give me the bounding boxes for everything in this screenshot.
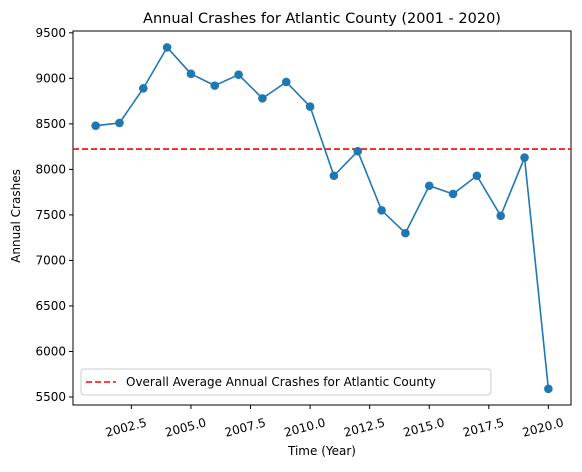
data-point bbox=[234, 70, 243, 80]
plot-frame bbox=[72, 30, 572, 406]
x-tick-label: 2010.0 bbox=[283, 415, 327, 439]
y-tick-label: 9500 bbox=[35, 26, 66, 40]
data-point bbox=[162, 43, 172, 52]
y-tick-label: 8000 bbox=[35, 162, 66, 176]
y-tick-label: 8500 bbox=[35, 117, 66, 131]
x-tick-label: 2015.0 bbox=[402, 415, 446, 439]
legend-box bbox=[80, 368, 492, 396]
y-tick-label: 9000 bbox=[35, 71, 66, 85]
legend: Overall Average Annual Crashes for Atlan… bbox=[80, 368, 492, 396]
data-point bbox=[496, 211, 506, 221]
data-point bbox=[448, 189, 458, 199]
data-point bbox=[424, 181, 434, 191]
x-axis: 2002.5 2005.0 2007.5 2010.0 2012.5 2015.0 2017… bbox=[104, 405, 565, 440]
x-tick-label: 2005.0 bbox=[164, 415, 208, 439]
data-point bbox=[377, 206, 386, 215]
data-point bbox=[91, 121, 100, 130]
y-axis-label: Annual Crashes bbox=[9, 169, 23, 263]
y-tick-label: 6500 bbox=[35, 299, 66, 313]
data-point bbox=[138, 84, 148, 93]
data-point bbox=[401, 228, 410, 238]
y-tick-label: 7000 bbox=[35, 253, 66, 267]
x-tick-label: 2012.5 bbox=[342, 415, 386, 439]
data-point bbox=[281, 77, 291, 87]
series-line bbox=[95, 46, 550, 389]
y-tick-label: 6000 bbox=[35, 344, 66, 358]
data-point bbox=[305, 102, 315, 111]
data-point bbox=[258, 94, 267, 103]
x-tick-label: 2017.5 bbox=[461, 415, 505, 439]
x-tick-label: 2007.5 bbox=[223, 415, 267, 439]
data-points bbox=[91, 43, 553, 394]
x-tick-label: 2020.0 bbox=[521, 415, 565, 439]
data-point bbox=[472, 171, 482, 181]
y-axis: 5500 6000 6500 7000 7500 8000 8500 9000 9500 bbox=[35, 26, 73, 404]
legend-label: Overall Average Annual Crashes for Atlan… bbox=[126, 375, 436, 389]
data-point bbox=[186, 69, 196, 79]
y-tick-label: 7500 bbox=[35, 208, 66, 222]
x-tick-label: 2002.5 bbox=[104, 415, 148, 439]
chart-title: Annual Crashes for Atlantic County (2001… bbox=[143, 11, 501, 27]
data-point bbox=[329, 171, 339, 181]
data-point bbox=[520, 153, 529, 162]
data-point bbox=[115, 118, 124, 128]
x-axis-label: Time (Year) bbox=[287, 444, 356, 458]
y-tick-label: 5500 bbox=[35, 390, 66, 404]
data-point bbox=[544, 384, 553, 394]
data-point bbox=[353, 146, 363, 156]
data-point bbox=[210, 81, 220, 90]
